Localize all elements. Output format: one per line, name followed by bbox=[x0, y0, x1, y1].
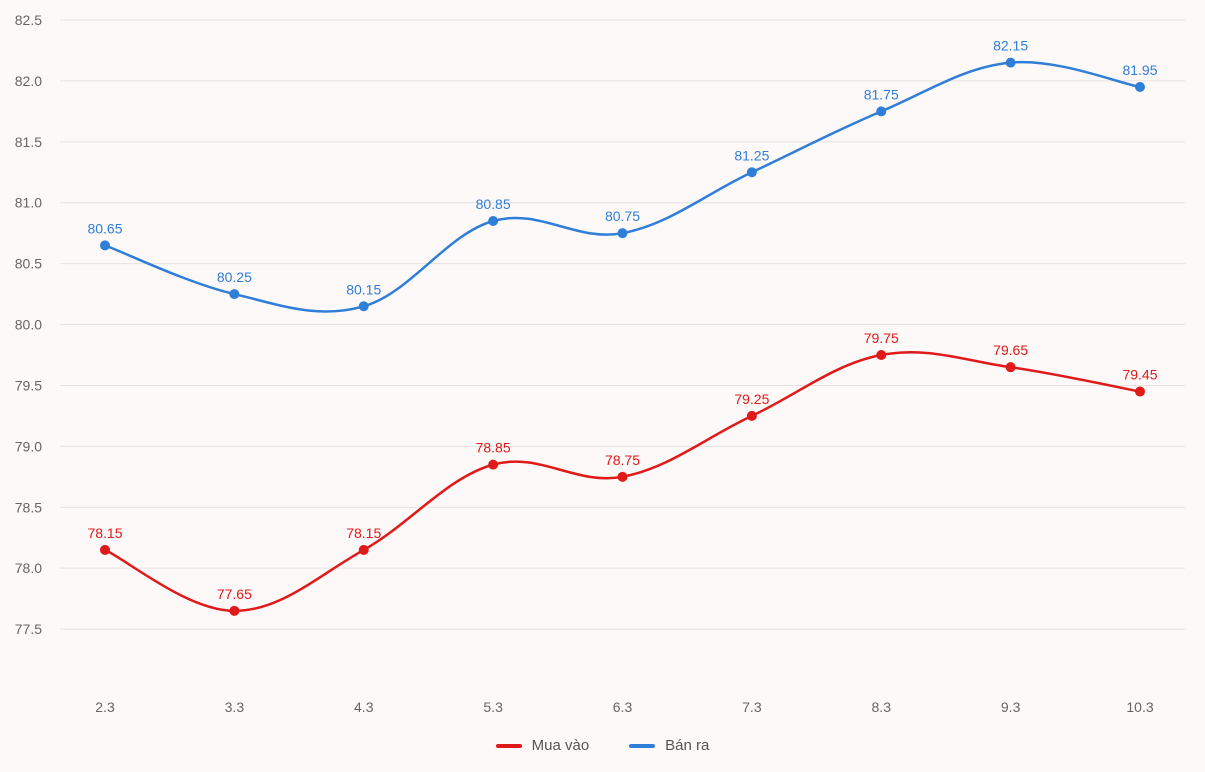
svg-text:79.25: 79.25 bbox=[734, 391, 769, 407]
svg-text:80.65: 80.65 bbox=[87, 220, 122, 236]
svg-text:81.75: 81.75 bbox=[864, 86, 899, 102]
svg-text:79.65: 79.65 bbox=[993, 342, 1028, 358]
legend-item-mua-vao: Mua vào bbox=[496, 737, 590, 754]
svg-text:77.65: 77.65 bbox=[217, 586, 252, 602]
svg-text:78.75: 78.75 bbox=[605, 452, 640, 468]
chart-svg: 77.5 78.0 78.5 79.0 79.5 80.0 80.5 81.0 81.5 82.0… bbox=[0, 0, 1205, 740]
svg-text:2.3: 2.3 bbox=[95, 699, 115, 715]
svg-text:3.3: 3.3 bbox=[225, 699, 245, 715]
svg-text:82.5: 82.5 bbox=[15, 12, 42, 28]
svg-text:78.5: 78.5 bbox=[15, 499, 42, 515]
svg-text:9.3: 9.3 bbox=[1001, 699, 1021, 715]
svg-text:6.3: 6.3 bbox=[613, 699, 633, 715]
svg-text:79.0: 79.0 bbox=[15, 438, 42, 454]
svg-text:79.5: 79.5 bbox=[15, 377, 42, 393]
legend-label: Bán ra bbox=[665, 737, 709, 754]
svg-text:80.75: 80.75 bbox=[605, 208, 640, 224]
legend-label: Mua vào bbox=[532, 737, 590, 754]
legend-swatch bbox=[629, 744, 655, 748]
svg-text:8.3: 8.3 bbox=[872, 699, 892, 715]
svg-text:80.0: 80.0 bbox=[15, 317, 42, 333]
svg-text:81.25: 81.25 bbox=[734, 147, 769, 163]
svg-text:78.15: 78.15 bbox=[346, 525, 381, 541]
svg-text:81.5: 81.5 bbox=[15, 134, 42, 150]
legend-swatch bbox=[496, 744, 522, 748]
svg-text:78.85: 78.85 bbox=[476, 440, 511, 456]
svg-text:7.3: 7.3 bbox=[742, 699, 762, 715]
svg-text:82.15: 82.15 bbox=[993, 38, 1028, 54]
svg-text:10.3: 10.3 bbox=[1126, 699, 1153, 715]
svg-text:80.25: 80.25 bbox=[217, 269, 252, 285]
svg-text:79.45: 79.45 bbox=[1122, 367, 1157, 383]
svg-text:80.85: 80.85 bbox=[476, 196, 511, 212]
svg-text:79.75: 79.75 bbox=[864, 330, 899, 346]
svg-text:80.5: 80.5 bbox=[15, 256, 42, 272]
svg-text:81.95: 81.95 bbox=[1122, 62, 1157, 78]
svg-text:81.0: 81.0 bbox=[15, 195, 42, 211]
svg-text:82.0: 82.0 bbox=[15, 73, 42, 89]
svg-text:78.0: 78.0 bbox=[15, 560, 42, 576]
line-chart: 77.5 78.0 78.5 79.0 79.5 80.0 80.5 81.0 81.5 82.0… bbox=[0, 0, 1205, 772]
svg-text:5.3: 5.3 bbox=[483, 699, 503, 715]
svg-text:4.3: 4.3 bbox=[354, 699, 374, 715]
legend-item-ban-ra: Bán ra bbox=[629, 737, 709, 754]
svg-text:80.15: 80.15 bbox=[346, 281, 381, 297]
svg-text:78.15: 78.15 bbox=[87, 525, 122, 541]
chart-legend: Mua vào Bán ra bbox=[0, 737, 1205, 754]
svg-text:77.5: 77.5 bbox=[15, 621, 42, 637]
